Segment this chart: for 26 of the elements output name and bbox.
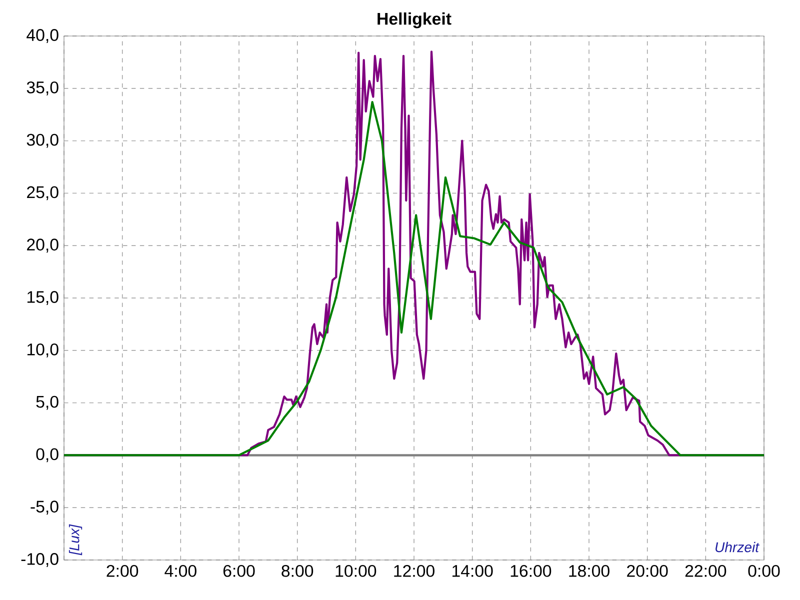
y-tick-label: 20,0 (27, 238, 58, 253)
y-tick-label: 15,0 (27, 291, 58, 305)
x-axis-title: Uhrzeit (716, 542, 760, 552)
x-tick-label: 18:00 (569, 564, 610, 577)
chart-title: Helligkeit (378, 12, 452, 28)
y-tick-label: 0,0 (36, 448, 58, 462)
x-tick-label: 16:00 (510, 564, 552, 577)
y-tick-label: -5,0 (30, 500, 58, 515)
y-tick-label: 25,0 (27, 186, 58, 200)
x-tick-label: 22:00 (685, 564, 726, 577)
y-tick-label: 30,0 (26, 134, 58, 148)
y-tick-label: -10,0 (21, 553, 58, 567)
x-tick-label: 8:00 (282, 564, 314, 577)
y-tick-label: 10,0 (27, 343, 58, 358)
x-tick-label: 10:00 (336, 564, 376, 577)
y-tick-label: 5,0 (36, 396, 58, 410)
y-axis-title: [Lux] (68, 524, 82, 556)
x-tick-label: 2:00 (106, 564, 138, 577)
y-tick-label: 35,0 (26, 81, 58, 96)
y-tick-label: 40,0 (26, 29, 58, 43)
x-tick-label: 14:00 (452, 564, 493, 577)
x-tick-label: 20:00 (627, 564, 668, 577)
x-tick-label: 4:00 (164, 564, 196, 577)
x-tick-label: 12:00 (394, 564, 434, 577)
x-tick-label: 6:00 (223, 564, 255, 577)
x-tick-label: 0:00 (748, 564, 780, 577)
